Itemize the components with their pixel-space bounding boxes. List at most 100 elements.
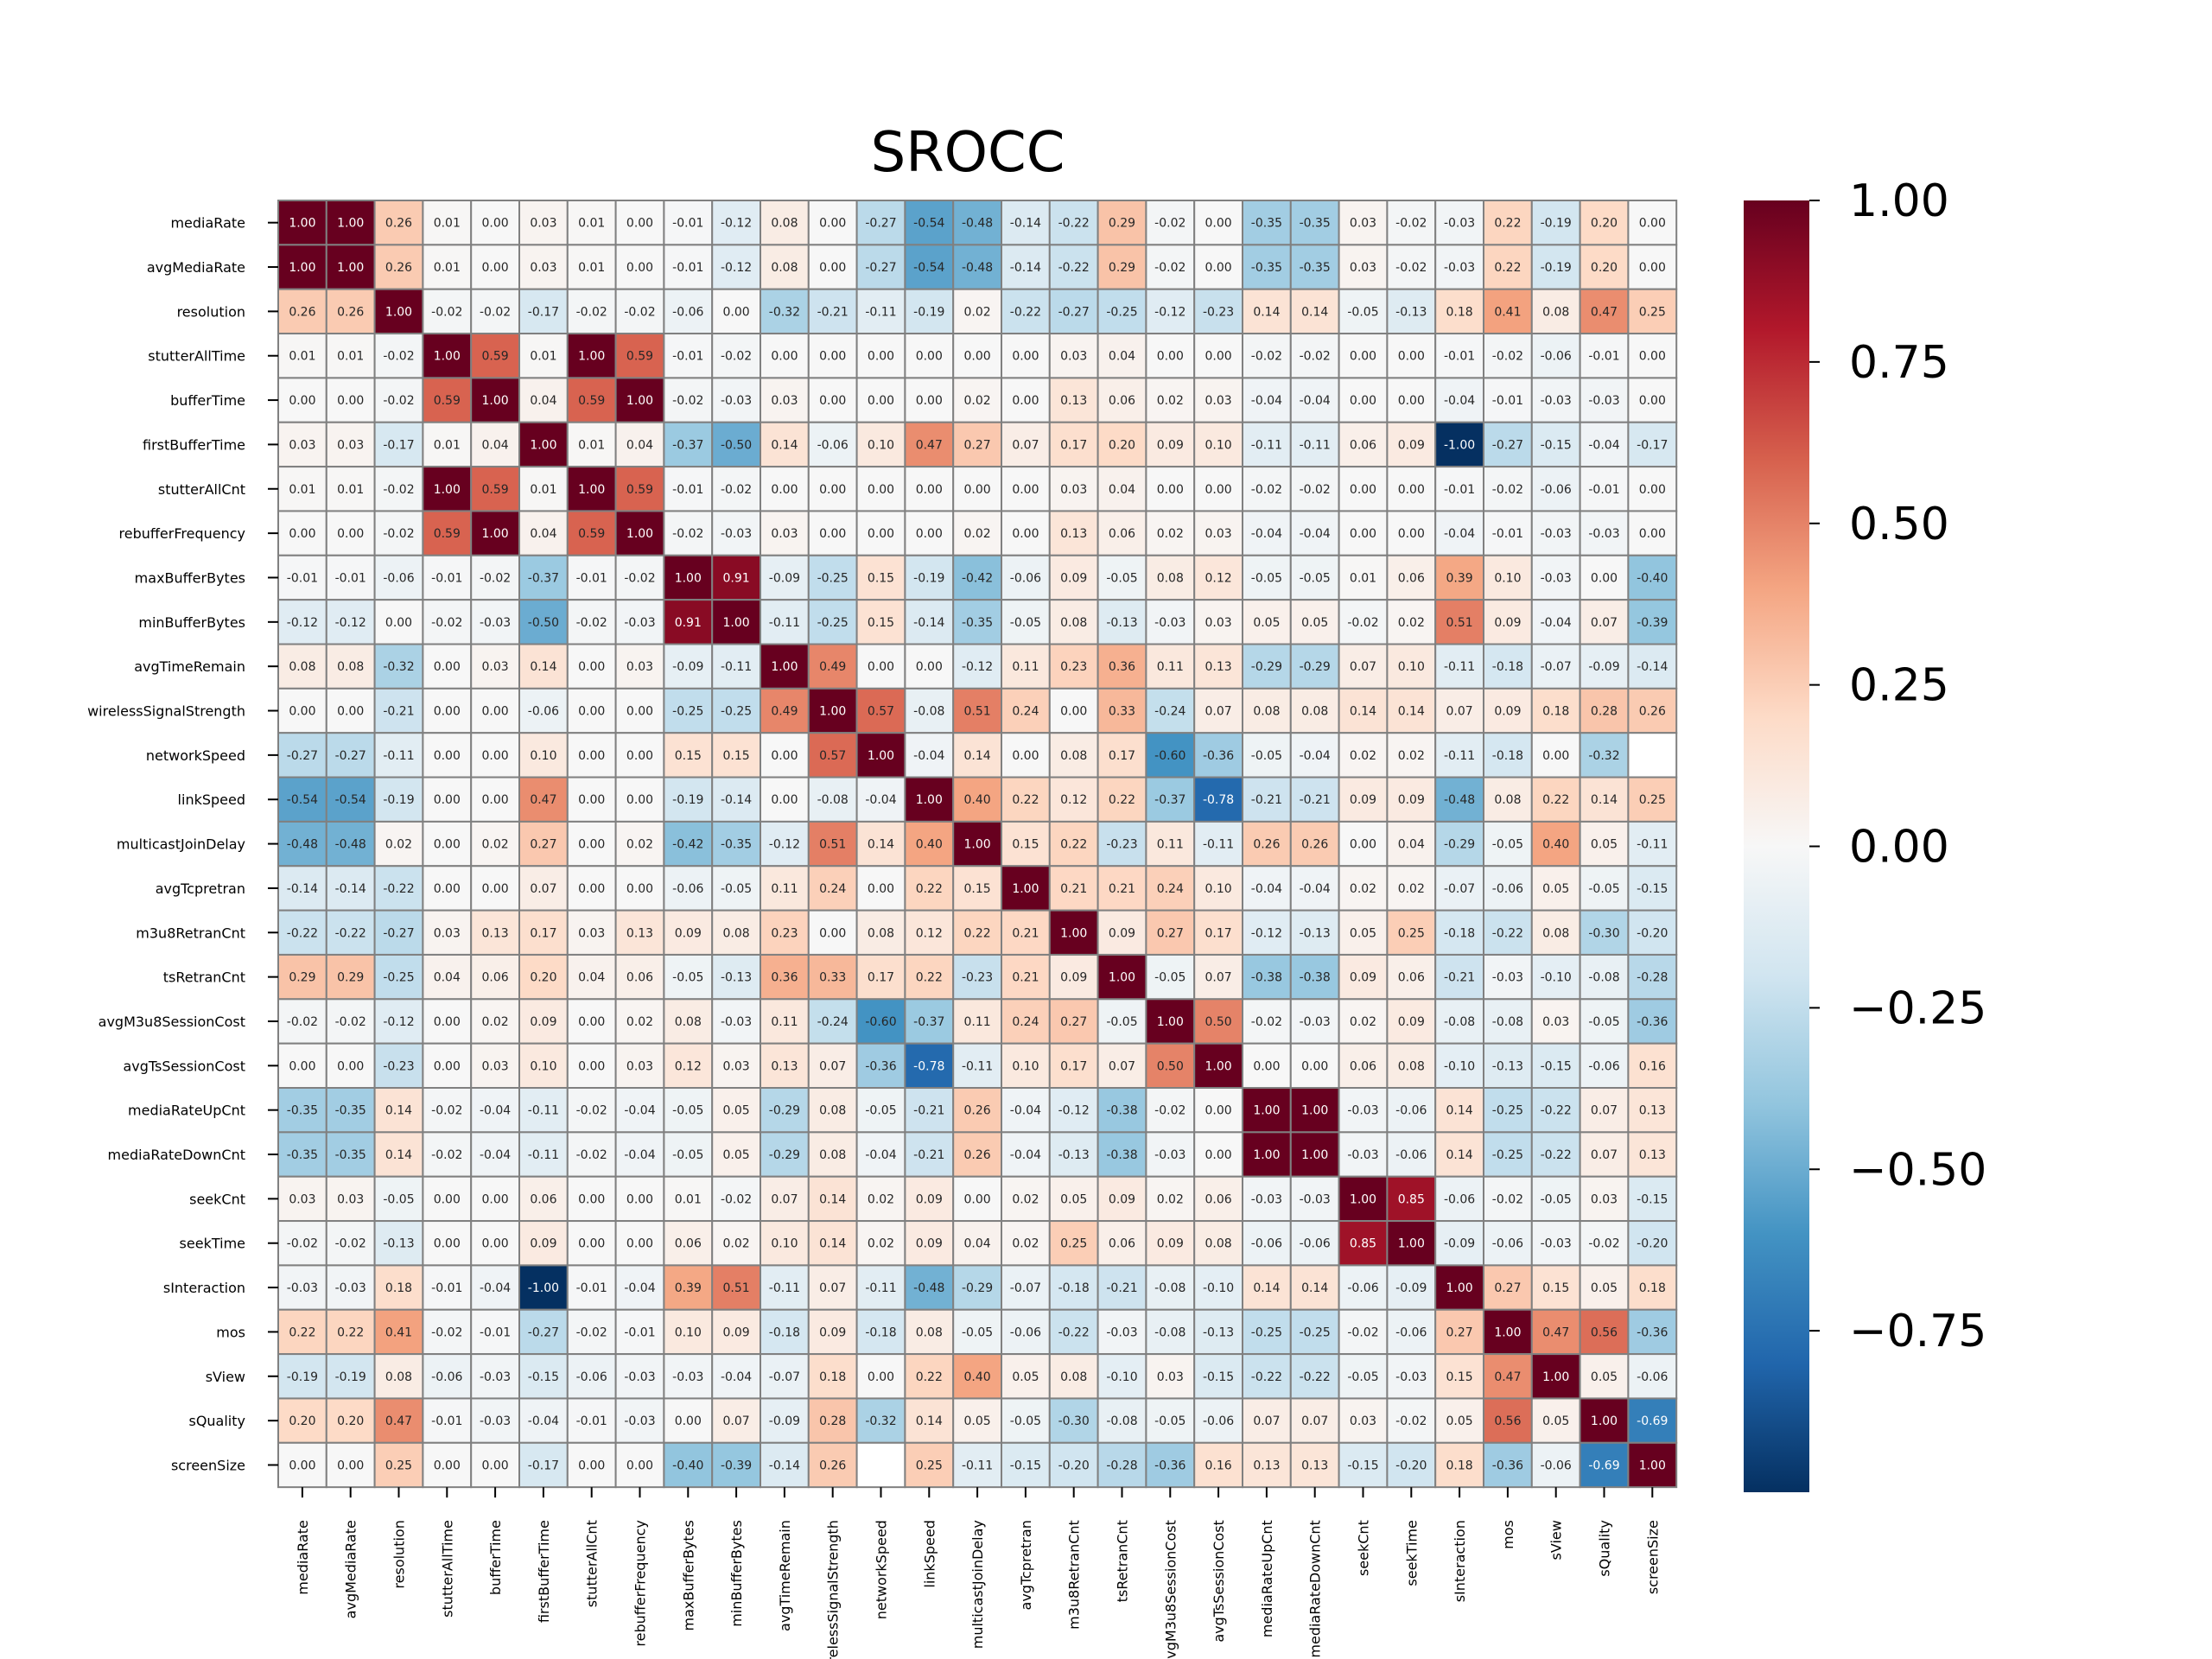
- cell-multicastJoinDelay-sQuality: [1579, 820, 1630, 868]
- cell-value-avgMediaRate-multicastJoinDelay: -0.48: [962, 261, 993, 275]
- row-label-firstBufferTime: firstBufferTime: [143, 436, 245, 453]
- cell-value-resolution-avgM3u8SessionCost: -0.12: [1154, 305, 1185, 319]
- cell-value-wirelessSignalStrength-mediaRateDownCnt: 0.08: [1301, 705, 1328, 719]
- cell-value-wirelessSignalStrength-seekCnt: 0.14: [1350, 705, 1376, 719]
- colorbar-tick-label: −0.75: [1849, 1306, 1986, 1357]
- cell-value-resolution-networkSpeed: -0.11: [865, 305, 896, 319]
- cell-avgTcpretran-avgMediaRate: [325, 865, 376, 912]
- cell-value-stutterAllCnt-mediaRateUpCnt: -0.02: [1251, 483, 1282, 497]
- col-label-firstBufferTime: firstBufferTime: [536, 1520, 552, 1623]
- cell-networkSpeed-maxBufferBytes: [663, 732, 714, 779]
- cell-m3u8RetranCnt-mediaRate: [277, 909, 327, 956]
- row-label-avgTimeRemain: avgTimeRemain: [134, 658, 245, 675]
- cell-value-seekCnt-tsRetranCnt: 0.09: [1109, 1192, 1135, 1206]
- cell-value-bufferTime-seekTime: 0.00: [1398, 394, 1425, 408]
- cell-multicastJoinDelay-mos: [1483, 820, 1533, 868]
- cell-avgM3u8SessionCost-mos: [1483, 998, 1533, 1045]
- cell-wirelessSignalStrength-stutterAllTime: [422, 687, 473, 734]
- cell-value-rebufferFrequency-linkSpeed: 0.00: [916, 527, 943, 541]
- cell-value-avgTcpretran-screenSize: -0.15: [1637, 882, 1668, 896]
- cell-value-avgTsSessionCost-resolution: -0.23: [383, 1059, 414, 1073]
- cell-value-avgTimeRemain-avgTsSessionCost: 0.13: [1205, 660, 1232, 674]
- cell-value-avgTcpretran-mediaRateDownCnt: -0.04: [1300, 882, 1331, 896]
- cell-tsRetranCnt-bufferTime: [470, 953, 521, 1001]
- cell-value-sView-avgTcpretran: 0.05: [1012, 1370, 1039, 1384]
- cell-seekCnt-resolution: [373, 1175, 424, 1223]
- cell-value-bufferTime-avgTimeRemain: 0.03: [771, 394, 798, 408]
- cell-value-mediaRateUpCnt-sQuality: 0.07: [1591, 1104, 1618, 1118]
- cell-wirelessSignalStrength-avgTcpretran: [1001, 687, 1051, 734]
- cell-value-sView-avgTsSessionCost: -0.15: [1203, 1370, 1234, 1384]
- cell-value-bufferTime-screenSize: 0.00: [1639, 394, 1666, 408]
- cell-value-avgM3u8SessionCost-avgTcpretran: 0.24: [1012, 1015, 1039, 1029]
- cell-multicastJoinDelay-stutterAllTime: [422, 820, 473, 868]
- cell-value-resolution-seekTime: -0.13: [1395, 305, 1427, 319]
- cell-value-avgTcpretran-avgM3u8SessionCost: 0.24: [1157, 882, 1184, 896]
- cell-value-rebufferFrequency-wirelessSignalStrength: 0.00: [819, 527, 846, 541]
- cell-value-sQuality-mediaRateDownCnt: 0.07: [1301, 1414, 1328, 1428]
- cell-value-sView-avgTimeRemain: -0.07: [769, 1370, 800, 1384]
- cell-value-maxBufferBytes-sInteraction: 0.39: [1446, 571, 1473, 585]
- cell-value-mediaRate-screenSize: 0.00: [1639, 217, 1666, 231]
- cell-value-stutterAllCnt-avgTcpretran: 0.00: [1012, 483, 1039, 497]
- cell-value-resolution-stutterAllTime: -0.02: [431, 305, 462, 319]
- cell-value-mediaRateUpCnt-mediaRateDownCnt: 1.00: [1301, 1104, 1328, 1118]
- cell-value-avgMediaRate-sQuality: 0.20: [1591, 261, 1618, 275]
- cell-value-minBufferBytes-networkSpeed: 0.15: [868, 616, 894, 630]
- cell-avgTcpretran-firstBufferTime: [518, 865, 569, 912]
- cell-value-sQuality-mediaRate: 0.20: [289, 1414, 315, 1428]
- cell-mos-maxBufferBytes: [663, 1308, 714, 1356]
- cell-value-stutterAllTime-sView: -0.06: [1541, 350, 1572, 364]
- cell-value-avgTcpretran-tsRetranCnt: 0.21: [1109, 882, 1135, 896]
- cell-value-mos-rebufferFrequency: -0.01: [624, 1325, 655, 1339]
- cell-sView-avgMediaRate: [325, 1353, 376, 1400]
- cell-value-avgM3u8SessionCost-seekCnt: 0.02: [1350, 1015, 1376, 1029]
- cell-value-seekTime-minBufferBytes: 0.02: [723, 1237, 750, 1251]
- cell-firstBufferTime-seekCnt: [1338, 421, 1389, 468]
- cell-bufferTime-avgTcpretran: [1001, 377, 1051, 423]
- cell-value-tsRetranCnt-rebufferFrequency: 0.06: [626, 971, 653, 985]
- cell-value-multicastJoinDelay-sView: 0.40: [1542, 838, 1569, 852]
- cell-value-seekCnt-mos: -0.02: [1492, 1192, 1523, 1206]
- cell-value-avgTcpretran-seekTime: 0.02: [1398, 882, 1425, 896]
- cell-firstBufferTime-stutterAllTime: [422, 421, 473, 468]
- cell-value-rebufferFrequency-tsRetranCnt: 0.06: [1109, 527, 1135, 541]
- cell-value-mediaRateUpCnt-seekTime: -0.06: [1395, 1104, 1427, 1118]
- cell-value-mos-tsRetranCnt: -0.03: [1106, 1325, 1137, 1339]
- cell-value-maxBufferBytes-linkSpeed: -0.19: [913, 571, 944, 585]
- cell-value-seekCnt-screenSize: -0.15: [1637, 1192, 1668, 1206]
- cell-resolution-avgTimeRemain: [760, 288, 810, 335]
- cell-value-multicastJoinDelay-sQuality: 0.05: [1591, 838, 1618, 852]
- cell-avgMediaRate-avgMediaRate: [325, 244, 376, 290]
- cell-mediaRateDownCnt-rebufferFrequency: [614, 1131, 665, 1178]
- cell-value-sQuality-stutterAllCnt: -0.01: [576, 1414, 607, 1428]
- cell-value-sInteraction-seekTime: -0.09: [1395, 1281, 1427, 1295]
- cell-mediaRate-seekCnt: [1338, 200, 1389, 246]
- cell-value-screenSize-multicastJoinDelay: -0.11: [962, 1459, 993, 1472]
- cell-value-avgTsSessionCost-stutterAllTime: 0.00: [434, 1059, 461, 1073]
- cell-value-bufferTime-mediaRate: 0.00: [289, 394, 315, 408]
- cell-stutterAllCnt-rebufferFrequency: [614, 466, 665, 512]
- cell-value-linkSpeed-avgTimeRemain: 0.00: [771, 793, 798, 807]
- cell-minBufferBytes-stutterAllTime: [422, 599, 473, 645]
- cell-mediaRate-linkSpeed: [904, 200, 955, 246]
- cell-value-avgTsSessionCost-mos: -0.13: [1492, 1059, 1523, 1073]
- cell-value-sQuality-avgMediaRate: 0.20: [337, 1414, 364, 1428]
- row-label-sView: sView: [206, 1369, 245, 1385]
- cell-mos-seekTime: [1386, 1308, 1437, 1356]
- cell-value-mediaRateUpCnt-mediaRate: -0.35: [287, 1104, 318, 1118]
- cell-value-seekTime-m3u8RetranCnt: 0.25: [1060, 1237, 1087, 1251]
- cell-value-resolution-mediaRateDownCnt: 0.14: [1301, 305, 1328, 319]
- cell-value-networkSpeed-minBufferBytes: 0.15: [723, 749, 750, 763]
- cell-stutterAllCnt-screenSize: [1627, 466, 1678, 512]
- cell-value-linkSpeed-mediaRate: -0.54: [287, 793, 318, 807]
- cell-value-avgTimeRemain-linkSpeed: 0.00: [916, 660, 943, 674]
- col-label-networkSpeed: networkSpeed: [874, 1520, 890, 1619]
- cell-value-maxBufferBytes-avgTimeRemain: -0.09: [769, 571, 800, 585]
- cell-tsRetranCnt-mediaRateUpCnt: [1242, 953, 1292, 1001]
- cell-value-sInteraction-avgM3u8SessionCost: -0.08: [1154, 1281, 1185, 1295]
- row-label-sInteraction: sInteraction: [163, 1280, 245, 1296]
- cell-value-mediaRateDownCnt-avgMediaRate: -0.35: [335, 1148, 366, 1162]
- cell-seekCnt-avgTimeRemain: [760, 1175, 810, 1223]
- cell-rebufferFrequency-avgTcpretran: [1001, 510, 1051, 556]
